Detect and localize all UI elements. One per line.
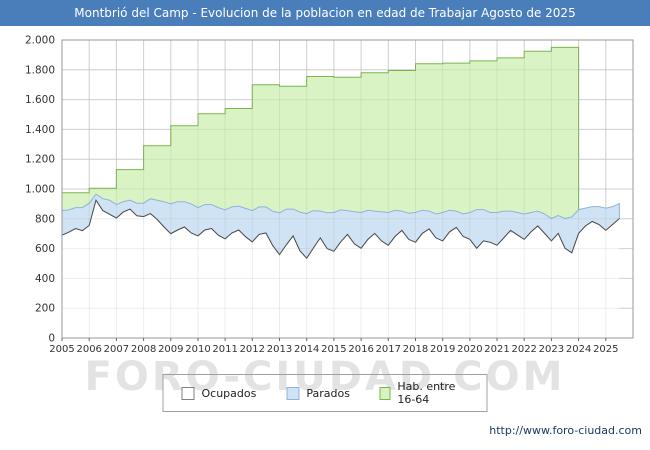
svg-text:1.800: 1.800: [25, 64, 55, 76]
svg-text:2010: 2010: [185, 344, 210, 355]
svg-text:2024: 2024: [566, 344, 591, 355]
legend-item-hab: Hab. entre 16-64: [379, 380, 469, 406]
svg-text:2012: 2012: [240, 344, 265, 355]
svg-text:2013: 2013: [267, 344, 292, 355]
svg-text:2009: 2009: [158, 344, 183, 355]
svg-text:600: 600: [35, 243, 55, 255]
legend: Ocupados Parados Hab. entre 16-64: [162, 374, 488, 412]
svg-text:2018: 2018: [403, 344, 428, 355]
svg-text:2017: 2017: [376, 344, 401, 355]
svg-text:800: 800: [35, 213, 55, 225]
legend-label-hab: Hab. entre 16-64: [397, 380, 456, 406]
svg-text:1.200: 1.200: [25, 154, 55, 166]
svg-text:2011: 2011: [212, 344, 237, 355]
svg-text:2022: 2022: [511, 344, 536, 355]
legend-item-ocupados: Ocupados: [181, 386, 257, 400]
parados-swatch-icon: [286, 386, 300, 400]
title-bar: Montbrió del Camp - Evolucion de la pobl…: [0, 0, 650, 26]
svg-text:2016: 2016: [348, 344, 373, 355]
svg-text:2.000: 2.000: [25, 35, 55, 47]
svg-text:200: 200: [35, 303, 55, 315]
population-chart: 0 200 400 600 800 1.000 1.200 1.400 1.600 1.800 2.…: [25, 35, 634, 355]
chart-title: Montbrió del Camp - Evolucion de la pobl…: [74, 6, 576, 20]
svg-text:2025: 2025: [593, 344, 618, 355]
svg-text:2008: 2008: [131, 344, 156, 355]
svg-text:2020: 2020: [457, 344, 482, 355]
svg-text:2019: 2019: [430, 344, 455, 355]
svg-text:2007: 2007: [104, 344, 129, 355]
svg-text:400: 400: [35, 273, 55, 285]
legend-label-ocupados: Ocupados: [201, 386, 257, 400]
hab-swatch-icon: [379, 386, 391, 400]
legend-label-parados: Parados: [306, 386, 350, 400]
svg-text:0: 0: [48, 333, 55, 345]
svg-text:1.600: 1.600: [25, 94, 55, 106]
footer-url[interactable]: http://www.foro-ciudad.com: [489, 424, 642, 437]
svg-text:2023: 2023: [539, 344, 564, 355]
ocupados-swatch-icon: [181, 386, 195, 400]
legend-item-parados: Parados: [286, 386, 350, 400]
svg-text:2015: 2015: [321, 344, 346, 355]
svg-text:1.400: 1.400: [25, 124, 55, 136]
svg-text:2005: 2005: [49, 344, 74, 355]
svg-text:2021: 2021: [484, 344, 509, 355]
svg-text:2006: 2006: [76, 344, 101, 355]
svg-text:2014: 2014: [294, 344, 319, 355]
watermark: FORO-CIUDAD.COM: [84, 354, 566, 400]
svg-text:1.000: 1.000: [25, 184, 55, 196]
